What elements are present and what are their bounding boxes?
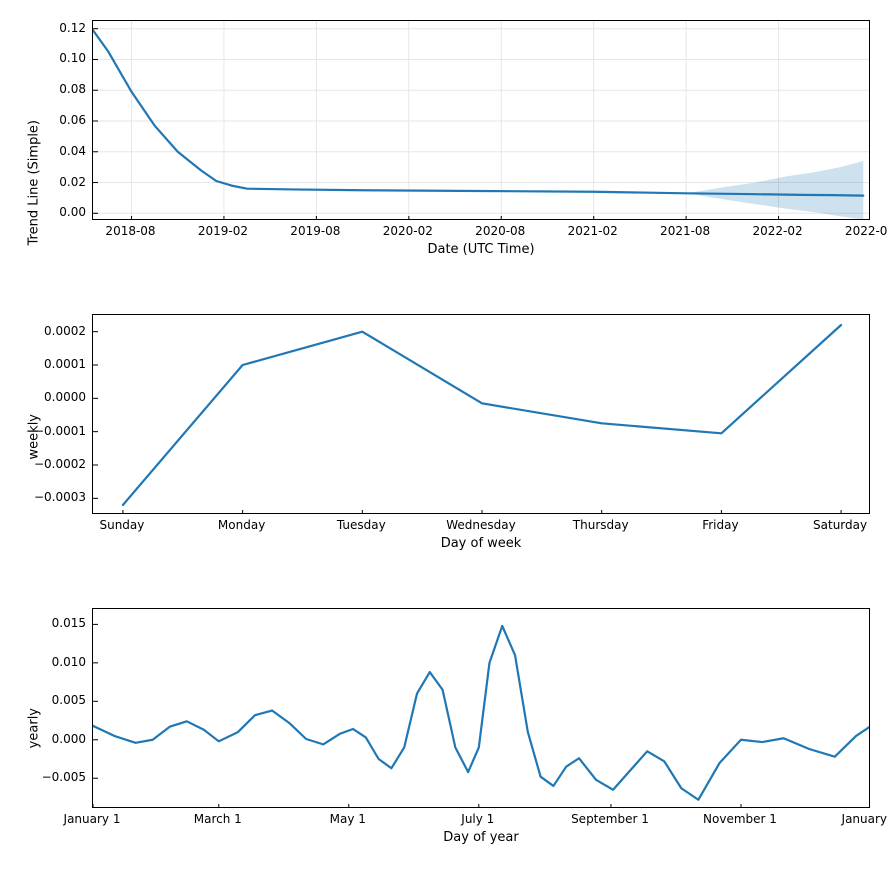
panel-trend: Trend Line (Simple) Date (UTC Time) 0.00… [92, 20, 870, 220]
trend-xtick-label: 2019-02 [198, 224, 248, 238]
weekly-ytick-label: 0.0001 [44, 357, 86, 371]
yearly-ylabel: yearly [27, 708, 42, 748]
trend-ytick-label: 0.10 [59, 51, 86, 65]
weekly-ytick-label: 0.0000 [44, 390, 86, 404]
weekly-xtick-label: Thursday [573, 518, 629, 532]
yearly-svg [93, 609, 870, 808]
trend-xtick-label: 2020-08 [475, 224, 525, 238]
panel-yearly: yearly Day of year −0.0050.0000.0050.010… [92, 608, 870, 808]
trend-xtick-label: 2021-02 [568, 224, 618, 238]
trend-ytick-label: 0.06 [59, 113, 86, 127]
trend-xtick-label: 2022-08 [845, 224, 887, 238]
trend-ytick-label: 0.02 [59, 175, 86, 189]
trend-ytick-label: 0.12 [59, 21, 86, 35]
trend-ytick-label: 0.00 [59, 205, 86, 219]
plot-area-trend [92, 20, 870, 220]
figure: Trend Line (Simple) Date (UTC Time) 0.00… [0, 0, 887, 889]
trend-confidence-band [686, 161, 863, 219]
weekly-xtick-label: Tuesday [337, 518, 386, 532]
weekly-series-line [123, 325, 841, 505]
weekly-xtick-label: Monday [218, 518, 265, 532]
weekly-xtick-label: Sunday [99, 518, 144, 532]
yearly-xtick-label: September 1 [571, 812, 649, 826]
yearly-ytick-label: 0.015 [52, 616, 86, 630]
yearly-series-line [93, 626, 870, 800]
trend-xtick-label: 2018-08 [105, 224, 155, 238]
yearly-xtick-label: March 1 [194, 812, 242, 826]
trend-ytick-label: 0.04 [59, 144, 86, 158]
weekly-ytick-label: −0.0001 [34, 424, 86, 438]
plot-area-weekly [92, 314, 870, 514]
trend-xtick-label: 2020-02 [383, 224, 433, 238]
yearly-xtick-label: January 1 [842, 812, 887, 826]
trend-series-line [93, 30, 863, 195]
plot-area-yearly [92, 608, 870, 808]
weekly-xtick-label: Friday [702, 518, 738, 532]
yearly-xtick-label: January 1 [64, 812, 121, 826]
yearly-xtick-label: November 1 [703, 812, 777, 826]
yearly-ytick-label: 0.000 [52, 732, 86, 746]
trend-ylabel: Trend Line (Simple) [27, 120, 42, 245]
panel-weekly: weekly Day of week −0.0003−0.0002−0.0001… [92, 314, 870, 514]
trend-xtick-label: 2021-08 [660, 224, 710, 238]
yearly-ytick-label: −0.005 [42, 770, 86, 784]
weekly-xtick-label: Wednesday [446, 518, 515, 532]
trend-svg [93, 21, 870, 220]
yearly-xtick-label: May 1 [330, 812, 366, 826]
trend-xtick-label: 2019-08 [290, 224, 340, 238]
weekly-svg [93, 315, 870, 514]
yearly-ytick-label: 0.005 [52, 693, 86, 707]
trend-xtick-label: 2022-02 [752, 224, 802, 238]
weekly-ytick-label: −0.0002 [34, 457, 86, 471]
yearly-ytick-label: 0.010 [52, 655, 86, 669]
weekly-ytick-label: 0.0002 [44, 324, 86, 338]
weekly-xtick-label: Saturday [813, 518, 867, 532]
trend-ytick-label: 0.08 [59, 82, 86, 96]
weekly-ytick-label: −0.0003 [34, 490, 86, 504]
yearly-xtick-label: July 1 [461, 812, 494, 826]
